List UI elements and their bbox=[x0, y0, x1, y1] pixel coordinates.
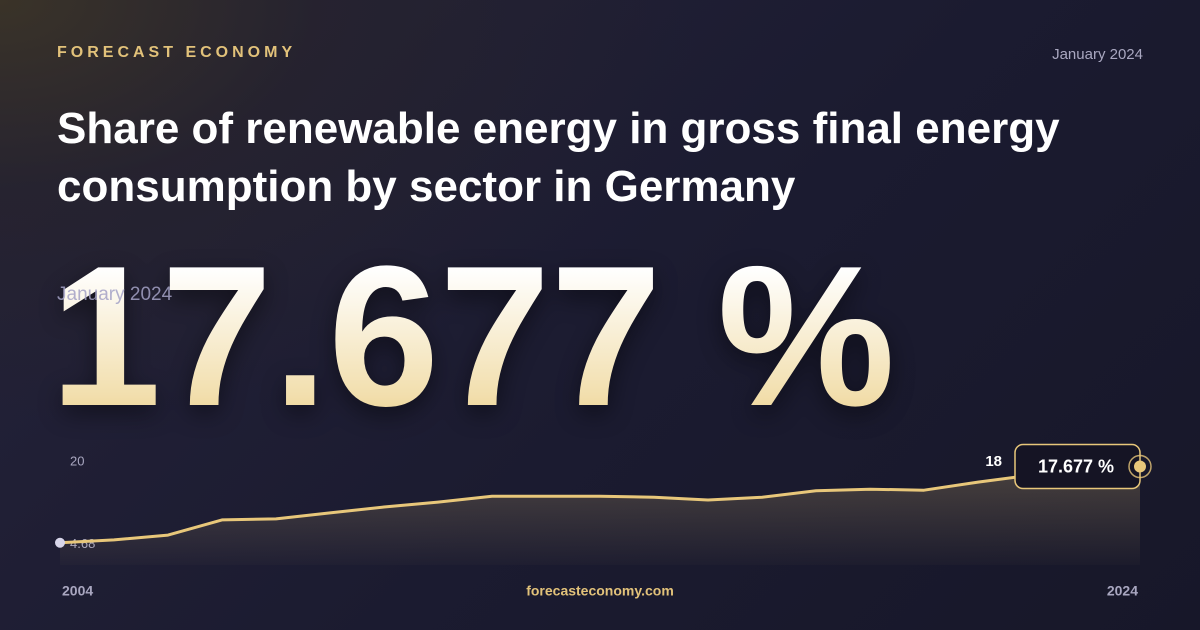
end-point bbox=[1134, 460, 1146, 473]
peak-label: 18 bbox=[985, 453, 1002, 470]
footer: forecasteconomy.com bbox=[526, 583, 674, 599]
x-tick-label: 2004 bbox=[62, 583, 93, 599]
brand: FORECAST ECONOMY bbox=[57, 44, 297, 61]
area bbox=[60, 472, 1140, 565]
line bbox=[59, 471, 1141, 545]
end-label: 17.677 % bbox=[1038, 456, 1114, 476]
headline-value: 17.677 % bbox=[50, 222, 895, 452]
y-tick-label: 20 bbox=[70, 453, 84, 468]
date: January 2024 bbox=[1052, 46, 1143, 63]
end-halo bbox=[1128, 454, 1152, 479]
headline-period: January 2024 bbox=[57, 284, 173, 305]
start-point bbox=[55, 537, 65, 548]
x-tick-label: 2024 bbox=[1107, 583, 1138, 599]
title: Share of renewable energy in gross final… bbox=[57, 104, 1060, 211]
